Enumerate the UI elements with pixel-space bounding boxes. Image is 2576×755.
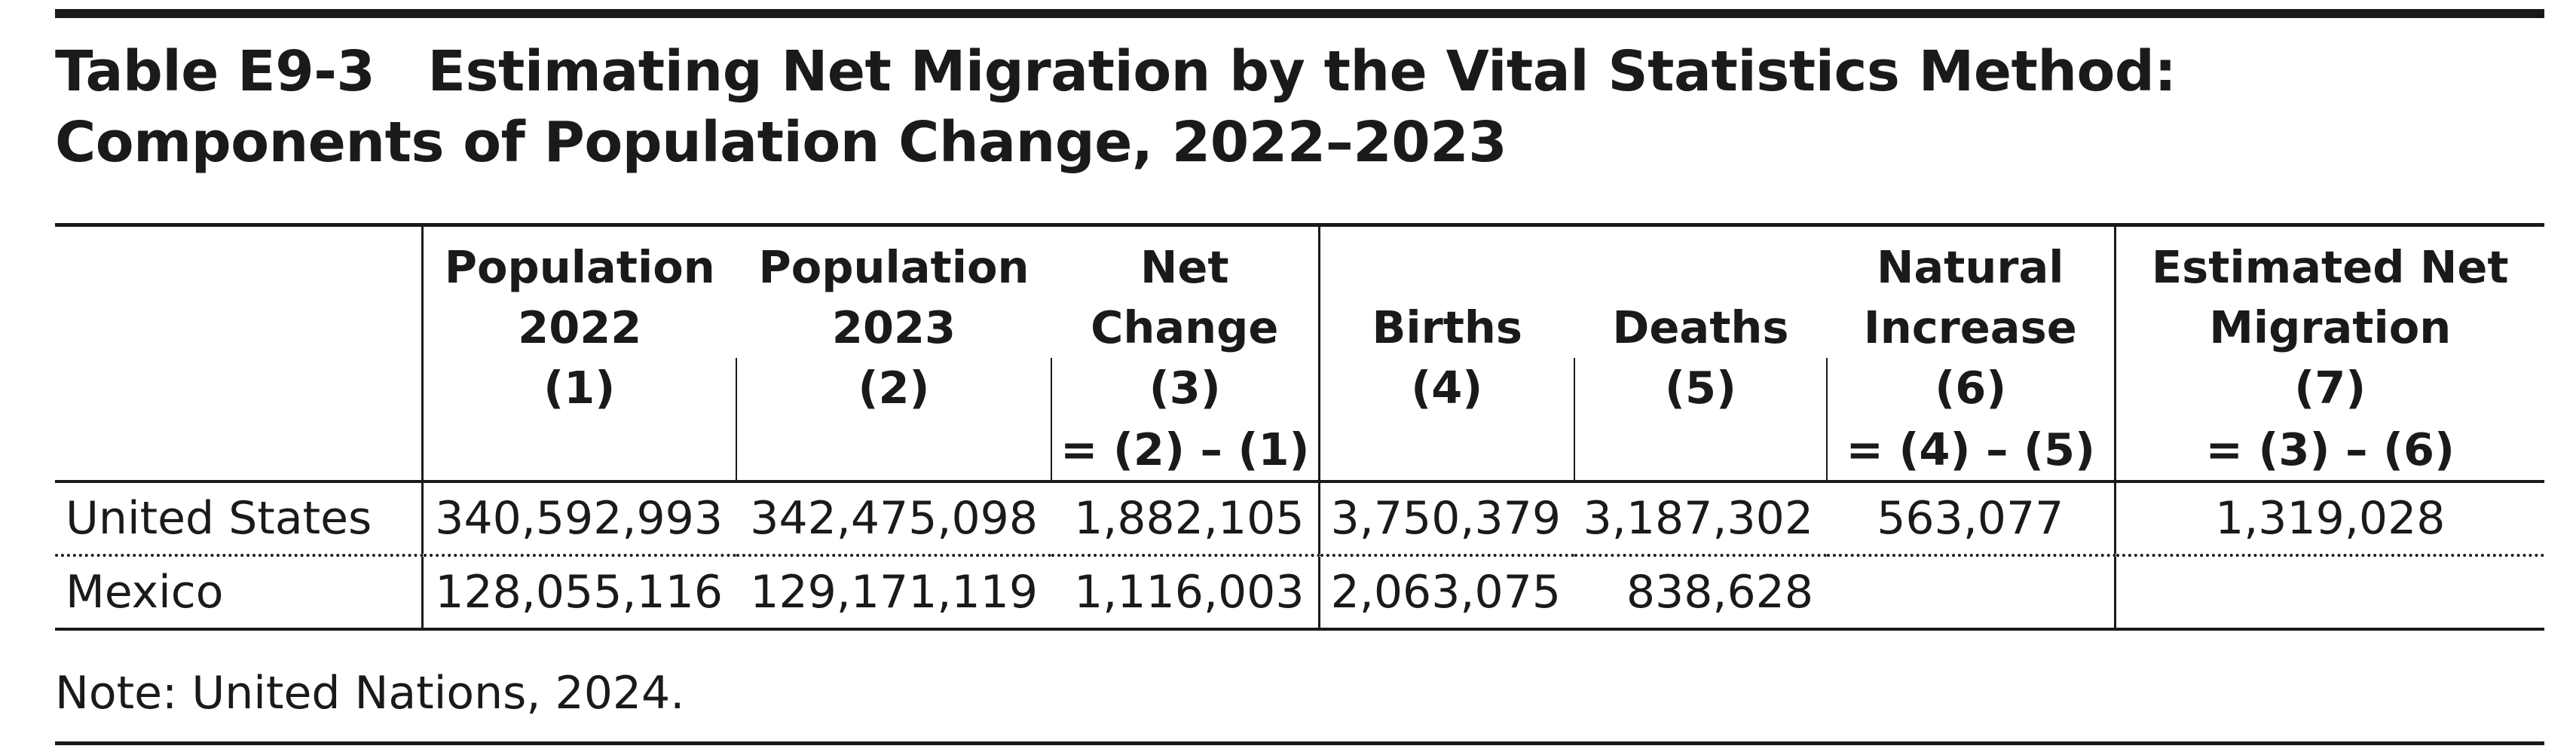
col-1-number: (1) bbox=[421, 358, 736, 420]
cell-net-migration bbox=[2113, 555, 2544, 631]
col-2-number: (2) bbox=[736, 358, 1051, 420]
table-row: United States 340,592,993 342,475,098 1,… bbox=[55, 481, 2544, 557]
header-label-row: Population 2022 Population 2023 Net Change … bbox=[55, 223, 2544, 358]
cell-deaths: 838,628 bbox=[1574, 555, 1827, 631]
col-4-number: (4) bbox=[1317, 358, 1574, 420]
table-body: United States 340,592,993 342,475,098 1,… bbox=[55, 481, 2544, 631]
col-3-formula: = (2) – (1) bbox=[1051, 420, 1319, 483]
header-formula-row: = (2) – (1) = (4) – (5) = (3) – (6) bbox=[55, 420, 2544, 483]
cell-net-change: 1,116,003 bbox=[1051, 555, 1319, 631]
table-number: Table E9-3 bbox=[55, 39, 375, 104]
cell-natural-increase: 563,077 bbox=[1827, 481, 2115, 557]
header-col-5: Deaths bbox=[1574, 223, 1827, 358]
table-note: Note: United Nations, 2024. bbox=[55, 667, 685, 720]
title-line-1: Estimating Net Migration by the Vital St… bbox=[427, 39, 2177, 104]
cell-births: 2,063,075 bbox=[1317, 555, 1574, 631]
cell-pop2022: 340,592,993 bbox=[421, 481, 736, 557]
cell-net-change: 1,882,105 bbox=[1051, 481, 1319, 557]
col-3-number: (3) bbox=[1051, 358, 1319, 420]
cell-pop2022: 128,055,116 bbox=[421, 555, 736, 631]
header-col-7: Estimated Net Migration bbox=[2113, 223, 2544, 358]
col-6-formula: = (4) – (5) bbox=[1826, 420, 2115, 483]
header-col-1: Population 2022 bbox=[421, 223, 736, 358]
cell-deaths: 3,187,302 bbox=[1574, 481, 1827, 557]
col-5-formula bbox=[1574, 420, 1827, 483]
top-rule bbox=[55, 9, 2544, 18]
row-name: Mexico bbox=[55, 555, 422, 631]
table-container: Population 2022 Population 2023 Net Change … bbox=[55, 223, 2544, 631]
migration-table: Population 2022 Population 2023 Net Change … bbox=[55, 223, 2544, 631]
header-stub-formula bbox=[55, 420, 422, 483]
table-title: Table E9-3 Estimating Net Migration by th… bbox=[55, 36, 2527, 178]
cell-pop2023: 342,475,098 bbox=[736, 481, 1051, 557]
bottom-rule bbox=[55, 741, 2544, 745]
col-6-number: (6) bbox=[1826, 358, 2115, 420]
col-1-formula bbox=[421, 420, 736, 483]
col-2-formula bbox=[736, 420, 1051, 483]
col-7-number: (7) bbox=[2113, 358, 2544, 420]
cell-natural-increase bbox=[1827, 555, 2115, 631]
header-stub-num bbox=[55, 358, 422, 420]
title-line-2: Components of Population Change, 2022–20… bbox=[55, 110, 1507, 175]
cell-births: 3,750,379 bbox=[1317, 481, 1574, 557]
table-header: Population 2022 Population 2023 Net Change … bbox=[55, 223, 2544, 483]
header-col-6: Natural Increase bbox=[1827, 223, 2115, 358]
cell-pop2023: 129,171,119 bbox=[736, 555, 1051, 631]
header-col-4: Births bbox=[1317, 223, 1574, 358]
header-col-2: Population 2023 bbox=[736, 223, 1051, 358]
cell-net-migration: 1,319,028 bbox=[2113, 481, 2544, 557]
col-5-number: (5) bbox=[1574, 358, 1827, 420]
row-name: United States bbox=[55, 481, 422, 557]
header-stub bbox=[55, 223, 422, 358]
col-4-formula bbox=[1317, 420, 1574, 483]
header-col-3: Net Change bbox=[1051, 223, 1319, 358]
col-7-formula: = (3) – (6) bbox=[2113, 420, 2544, 483]
header-number-row: (1) (2) (3) (4) (5) (6) (7) bbox=[55, 358, 2544, 420]
table-row: Mexico 128,055,116 129,171,119 1,116,003… bbox=[55, 555, 2544, 631]
